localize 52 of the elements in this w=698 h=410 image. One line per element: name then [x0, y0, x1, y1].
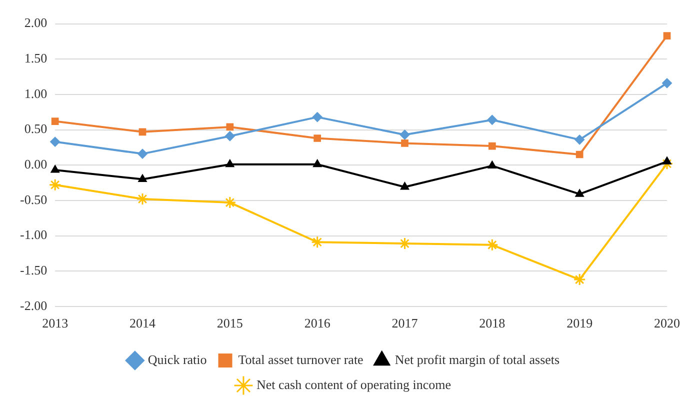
x-tick-label: 2015: [216, 316, 243, 331]
point: [488, 160, 497, 169]
point: [398, 237, 411, 250]
point: [400, 130, 410, 140]
point: [312, 159, 322, 168]
y-tick-label: 1.00: [24, 86, 48, 101]
point: [400, 182, 410, 190]
point: [311, 236, 324, 248]
point: [575, 189, 584, 197]
point: [50, 136, 60, 147]
y-tick-label: -2.00: [20, 298, 48, 313]
legend-label: Total asset turnover rate: [238, 352, 364, 367]
x-tick-label: 2017: [392, 316, 418, 331]
legend-label: Quick ratio: [148, 352, 207, 367]
y-tick-label: 2.00: [24, 15, 48, 30]
y-tick-label: -1.50: [20, 262, 48, 278]
point: [574, 134, 585, 145]
point: [136, 192, 149, 206]
point: [662, 78, 672, 88]
point: [224, 131, 235, 142]
x-tick-label: 2013: [42, 316, 68, 331]
point: [573, 273, 586, 286]
point: [486, 238, 498, 252]
point: [226, 159, 234, 168]
point: [314, 134, 322, 142]
y-tick-label: -1.00: [20, 227, 48, 242]
y-tick-label: 0.50: [24, 121, 48, 136]
point: [137, 148, 148, 159]
point: [663, 32, 671, 40]
y-tick-label: 1.50: [24, 50, 48, 66]
point: [224, 196, 236, 209]
x-tick-label: 2019: [566, 316, 593, 331]
x-tick-label: 2020: [654, 316, 680, 331]
legend-label: Net cash content of operating income: [256, 376, 452, 392]
point: [48, 178, 62, 192]
point: [401, 140, 408, 147]
point: [51, 118, 59, 125]
point: [312, 112, 322, 122]
point: [50, 165, 60, 173]
point: [138, 128, 146, 136]
point: [488, 142, 496, 150]
legend-label: Net profit margin of total assets: [394, 352, 560, 367]
point: [662, 156, 672, 164]
point: [576, 150, 584, 158]
y-tick-label: 0.00: [24, 156, 48, 172]
point: [487, 114, 498, 125]
y-tick-label: -0.50: [20, 192, 48, 207]
point: [138, 174, 147, 182]
x-tick-label: 2016: [304, 316, 331, 331]
x-tick-label: 2014: [129, 316, 156, 331]
point: [226, 123, 234, 131]
x-tick-label: 2018: [479, 316, 506, 331]
